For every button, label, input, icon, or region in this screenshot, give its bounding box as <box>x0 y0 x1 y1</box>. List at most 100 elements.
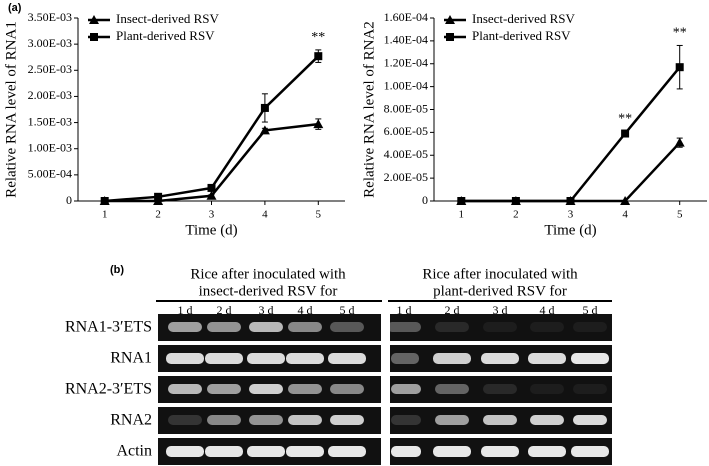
x-tick-label: 2 <box>155 209 161 221</box>
gel-band <box>207 415 241 425</box>
x-axis-label: Time (d) <box>185 222 237 238</box>
marker <box>90 33 98 41</box>
y-tick-label: 0 <box>66 193 72 207</box>
gel-band <box>330 322 364 332</box>
legend-label: Plant-derived RSV <box>116 28 215 43</box>
gel-band <box>288 384 322 394</box>
gel-band <box>205 353 243 364</box>
lane-label: 3 d <box>259 303 274 317</box>
gel-band <box>573 384 607 394</box>
marker <box>457 197 466 205</box>
gel-band <box>168 415 202 425</box>
x-tick-label: 4 <box>262 209 268 221</box>
marker <box>313 119 324 129</box>
x-tick-label: 5 <box>677 209 683 221</box>
marker <box>566 197 575 205</box>
gel-header: plant-derived RSV for <box>433 283 567 299</box>
marker <box>511 197 520 205</box>
x-tick-label: 3 <box>209 209 215 221</box>
gel-band <box>207 384 241 394</box>
gel-band <box>528 353 566 364</box>
annotation: ** <box>618 111 632 126</box>
marker <box>620 196 631 205</box>
marker <box>89 15 99 24</box>
x-tick-label: 3 <box>568 209 574 221</box>
marker <box>259 125 270 135</box>
gel-band <box>528 446 566 457</box>
row-label: Actin <box>116 443 152 460</box>
gel-band <box>481 353 519 364</box>
gel-band <box>391 353 419 364</box>
marker <box>621 129 630 138</box>
marker <box>675 63 684 72</box>
gel-band <box>330 415 364 425</box>
gel-band <box>249 322 283 332</box>
marker <box>314 52 323 61</box>
gel-band <box>435 322 469 332</box>
gel-band <box>433 446 471 457</box>
x-tick-label: 1 <box>102 209 108 221</box>
legend-label: Insect-derived RSV <box>472 11 576 26</box>
marker <box>446 33 454 41</box>
gel-lane-strip <box>390 376 612 403</box>
gel-band <box>435 384 469 394</box>
row-labels: RNA1-3′ETS RNA1 RNA2-3′ETS RNA2 Actin <box>65 319 152 460</box>
y-tick-label: 1.00E-03 <box>28 140 72 154</box>
y-tick-label: 0 <box>422 193 428 207</box>
legend-label: Plant-derived RSV <box>472 28 571 43</box>
lane-labels: 1 d 2 d 3 d 4 d 5 d 1 d 2 d 3 d 4 d 5 d <box>178 303 598 317</box>
y-axis-label: Relative RNA level of RNA1 <box>3 21 19 198</box>
gel-band <box>483 322 517 332</box>
gel-header: Rice after inoculated with <box>422 266 578 282</box>
gel-lane-strip <box>390 314 612 341</box>
y-tick-label: 1.50E-03 <box>28 114 72 128</box>
lane-label: 4 d <box>540 303 555 317</box>
y-tick-label: 8.00E-05 <box>384 101 428 115</box>
marker <box>206 190 217 200</box>
gel-band <box>483 384 517 394</box>
gel-band <box>387 322 421 332</box>
gel-band <box>168 322 202 332</box>
gel-band <box>435 415 469 425</box>
marker <box>260 103 269 112</box>
panel-label: (a) <box>8 2 22 14</box>
gel-band <box>249 415 283 425</box>
lane-label: 4 d <box>298 303 313 317</box>
panel-label: (b) <box>110 264 124 276</box>
gel-band <box>205 446 243 457</box>
gel-band <box>330 384 364 394</box>
row-label: RNA1-3′ETS <box>65 319 152 336</box>
y-tick-label: 2.00E-05 <box>384 170 428 184</box>
marker <box>445 15 455 24</box>
gel-band <box>391 384 421 394</box>
marker <box>154 192 163 201</box>
gel-band <box>288 415 322 425</box>
lane-label: 5 d <box>340 303 355 317</box>
lane-label: 1 d <box>397 303 412 317</box>
gel-band <box>247 446 285 457</box>
marker <box>674 137 685 147</box>
gel-band <box>168 384 202 394</box>
gel-band <box>530 322 564 332</box>
series-line <box>461 66 681 203</box>
gel-band <box>166 446 204 457</box>
y-tick-label: 4.00E-05 <box>384 147 428 161</box>
x-axis-label: Time (d) <box>544 222 596 238</box>
gel-band <box>247 353 285 364</box>
y-tick-label: 1.00E-04 <box>384 78 428 92</box>
gel-band <box>249 384 283 394</box>
gel-images <box>158 314 612 465</box>
y-tick-label: 3.00E-03 <box>28 36 72 50</box>
y-tick-label: 3.50E-03 <box>28 10 72 24</box>
annotation: ** <box>673 26 687 41</box>
gel-band <box>573 415 607 425</box>
annotation: ** <box>311 30 325 45</box>
gel-header: Rice after inoculated with <box>190 266 346 282</box>
row-label: RNA1 <box>110 350 152 367</box>
gel-band <box>573 322 607 332</box>
y-tick-label: 6.00E-05 <box>384 124 428 138</box>
marker <box>207 183 216 192</box>
y-axis-label: Relative RNA level of RNA2 <box>361 21 377 198</box>
